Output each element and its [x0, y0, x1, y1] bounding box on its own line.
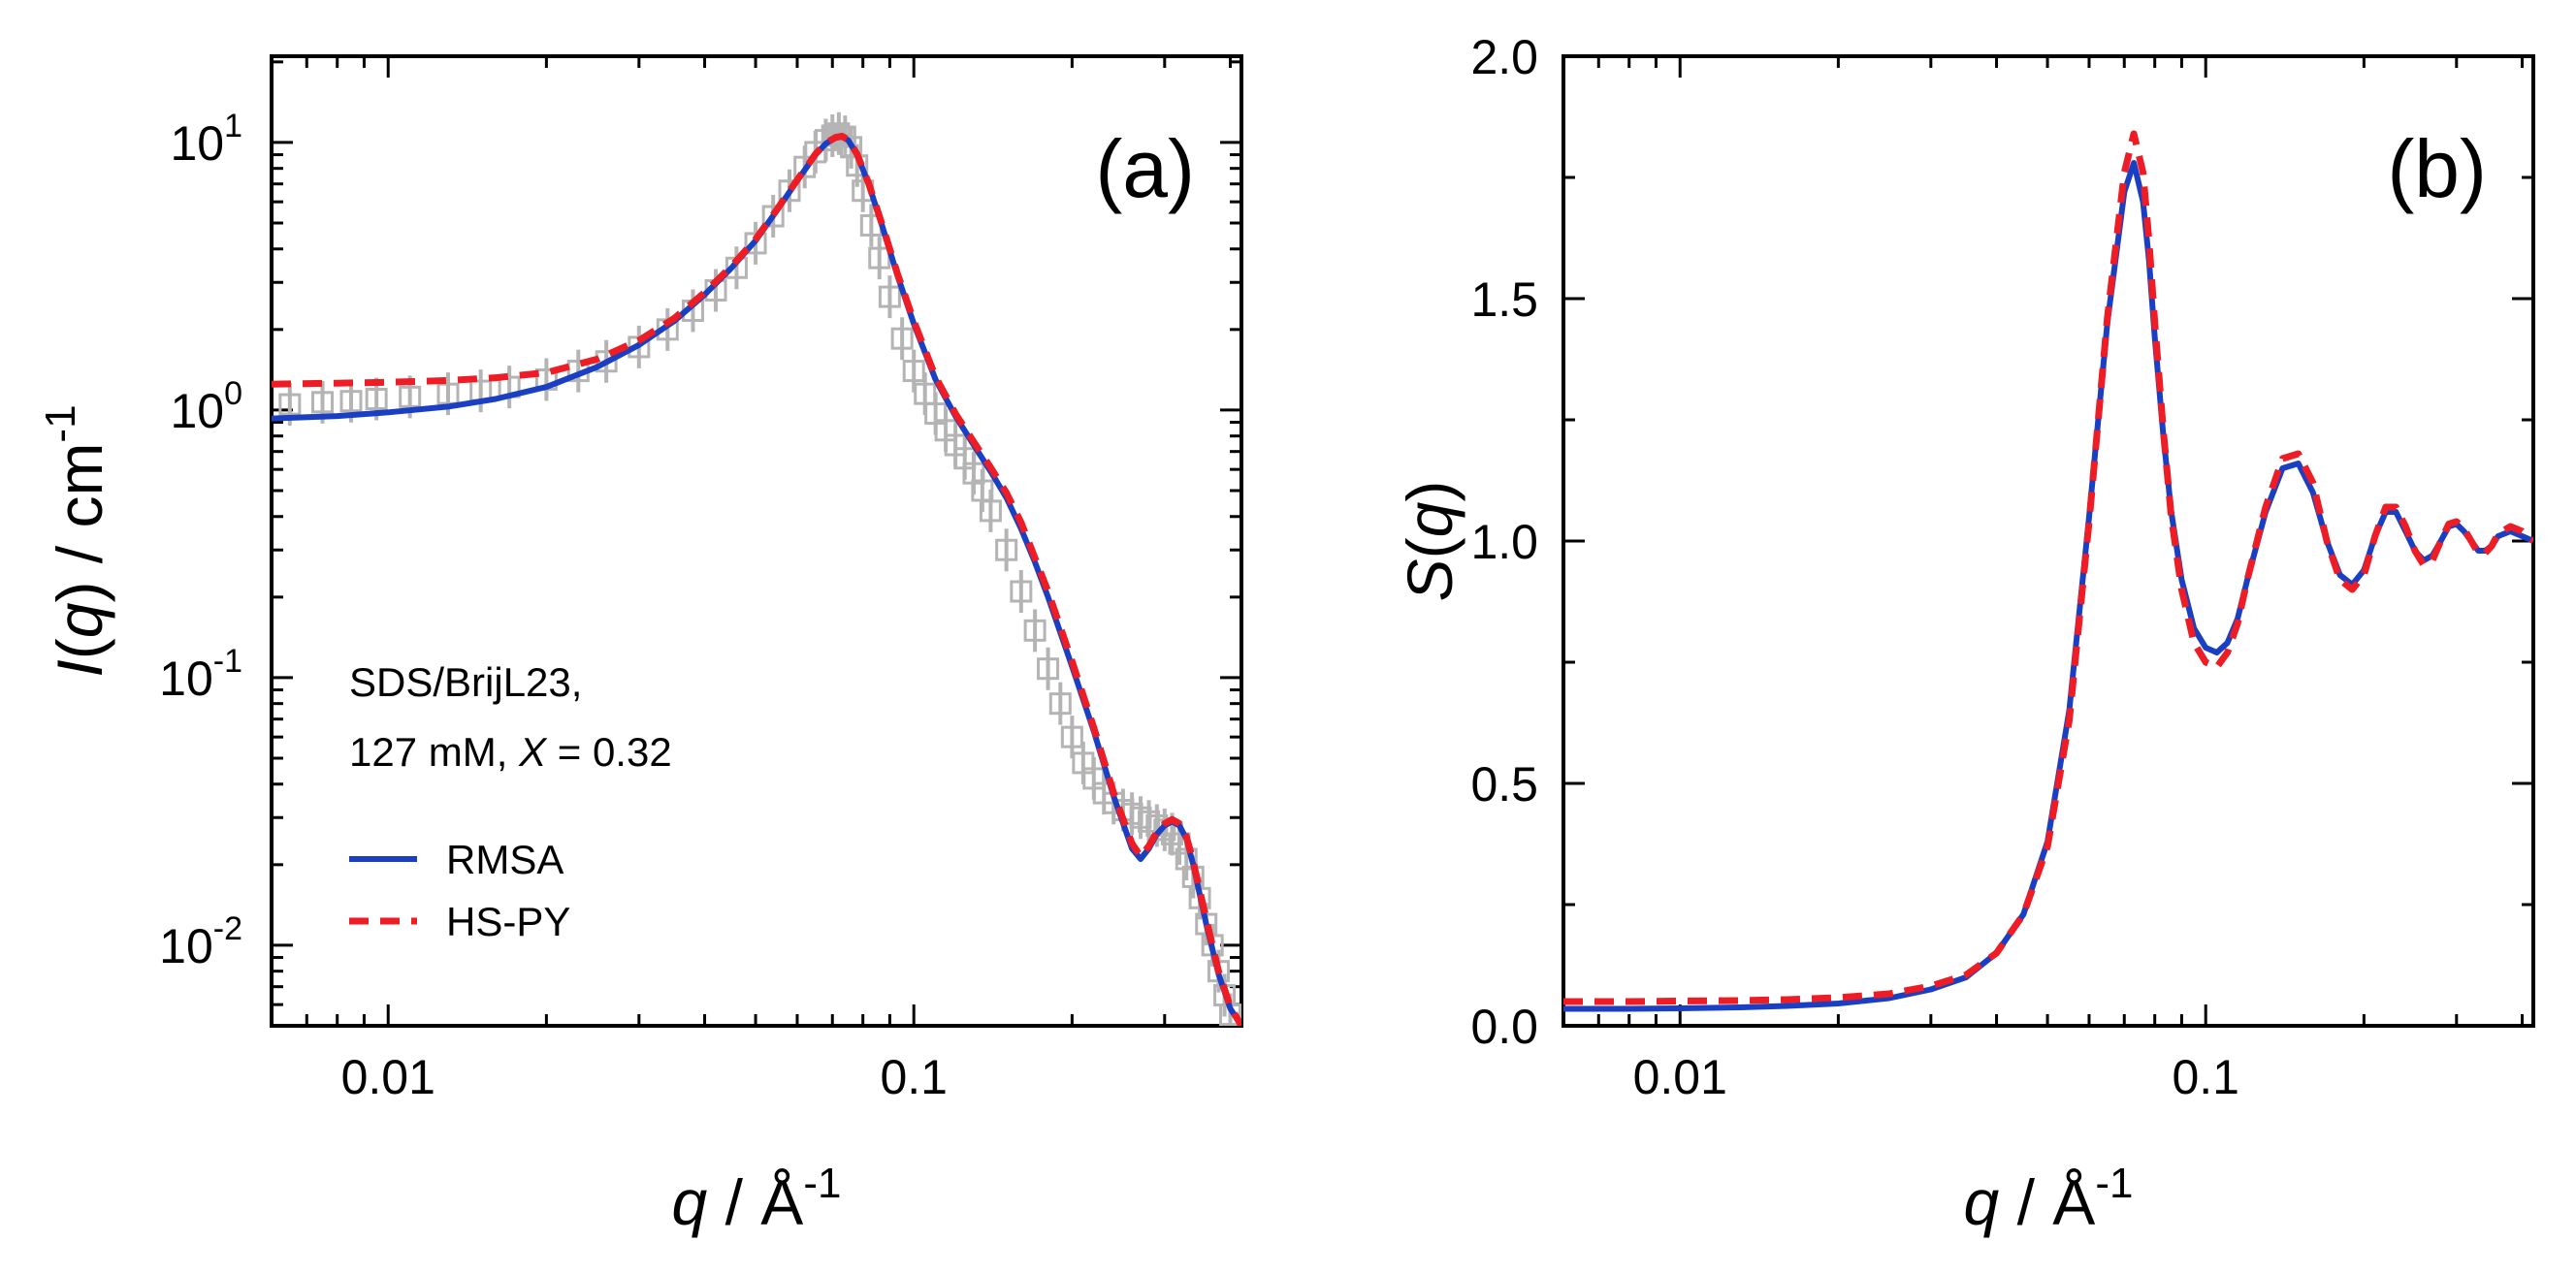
data-point: [1037, 657, 1060, 681]
data-point: [1010, 580, 1033, 603]
data-point: [890, 327, 914, 350]
series-line-rmsa: [1563, 160, 2533, 1012]
data-point: [339, 390, 363, 413]
series-line-rmsa: [272, 134, 1241, 1026]
annotation-line-1: SDS/BrijL23,: [349, 659, 582, 705]
data-point: [778, 179, 801, 203]
data-point: [761, 205, 785, 228]
data-point: [902, 360, 925, 383]
data-point: [1060, 725, 1083, 748]
legend-label: RMSA: [446, 837, 564, 882]
plot-area: [272, 111, 1241, 1026]
data-point: [827, 122, 851, 145]
y-tick-label: 1.5: [1470, 272, 1538, 327]
series-line-hs-py: [1563, 130, 2533, 1005]
panel-a-intensity-plot: 0.01 0.1 101 100 10-1 10-2 q / Å-1 I(q) / cm-1 (…: [37, 54, 1243, 1238]
y-axis-title: S(q): [1394, 481, 1465, 602]
data-point: [399, 385, 422, 408]
legend: RMSA HS-PY: [349, 837, 570, 944]
y-tick-label: 10-1: [159, 643, 242, 706]
series-line-hs-py: [272, 133, 1241, 1026]
y-tick-label: 2.0: [1470, 30, 1538, 84]
panel-label: (b): [2387, 123, 2487, 214]
data-point: [436, 382, 460, 405]
x-tick-label: 0.1: [2172, 1050, 2239, 1104]
y-tick-label: 1.0: [1470, 515, 1538, 569]
y-tick-label: 10-2: [159, 910, 242, 973]
data-point: [979, 499, 1002, 523]
x-tick-label: 0.01: [1633, 1050, 1727, 1104]
plot-area: [1563, 130, 2533, 1012]
legend-label: HS-PY: [446, 899, 570, 944]
x-axis-title: q / Å-1: [672, 1160, 842, 1238]
data-point: [1048, 692, 1072, 716]
data-point: [878, 285, 901, 308]
y-tick-label: 0.5: [1470, 757, 1538, 812]
data-point: [995, 538, 1018, 561]
data-point: [311, 391, 335, 414]
x-axis-title: q / Å-1: [1964, 1160, 2134, 1238]
axis-ticks: [272, 56, 1241, 1026]
x-tick-label: 0.01: [341, 1050, 435, 1104]
annotation-line-2: 127 mM, X = 0.32: [349, 729, 672, 775]
axis-ticks: [1563, 54, 2533, 1028]
panel-b-structure-factor-plot: 0.01 0.1 0.0 0.5 1.0 1.5 2.0 q / Å-1 S(q) (b): [1394, 30, 2535, 1238]
y-tick-label: 0.0: [1470, 1000, 1538, 1054]
y-tick-label: 101: [170, 108, 242, 171]
y-axis-title: I(q) / cm-1: [37, 404, 115, 677]
data-point: [278, 393, 302, 416]
x-tick-label: 0.1: [880, 1050, 948, 1104]
data-markers: [278, 111, 1241, 1026]
y-tick-label: 100: [170, 375, 242, 438]
panel-label: (a): [1095, 123, 1195, 214]
data-point: [1023, 619, 1046, 642]
data-point: [365, 388, 388, 411]
